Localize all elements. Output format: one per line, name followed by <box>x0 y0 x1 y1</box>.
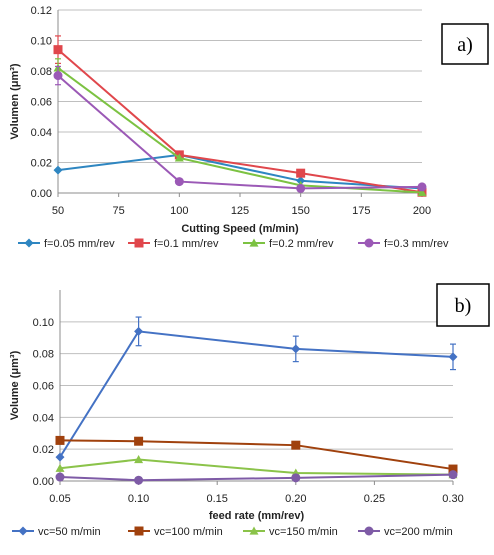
series-4 <box>55 470 458 485</box>
legend-entry: f=0.3 mm/rev <box>384 238 449 250</box>
data-point <box>55 452 65 462</box>
y-tick-label: 0.00 <box>31 188 52 200</box>
series-line <box>59 439 454 471</box>
data-point <box>448 470 458 480</box>
series-4 <box>53 65 427 193</box>
data-point <box>53 165 63 175</box>
y-tick-label: 0.00 <box>33 476 54 488</box>
y-tick-label: 0.08 <box>31 66 52 78</box>
series-3 <box>55 455 458 479</box>
data-point <box>291 440 301 450</box>
series-line <box>57 48 423 194</box>
y-tick-label: 0.12 <box>31 5 52 17</box>
data-point <box>174 153 184 162</box>
y-tick-label: 0.06 <box>33 381 54 393</box>
series-line <box>57 74 423 190</box>
legend-marker <box>134 238 144 248</box>
x-tick-label: 150 <box>291 205 309 217</box>
panel-label-box <box>441 23 489 65</box>
data-point <box>296 168 306 178</box>
legend-entry: f=0.2 mm/rev <box>269 238 334 250</box>
data-point <box>134 455 144 464</box>
x-tick-label: 0.30 <box>442 493 463 505</box>
legend-entry: vc=150 m/min <box>269 526 338 538</box>
series-line <box>59 473 454 482</box>
series-line <box>59 458 454 476</box>
legend-entry: f=0.1 mm/rev <box>154 238 219 250</box>
y-tick-label: 0.10 <box>33 317 54 329</box>
y-tick-label: 0.02 <box>31 158 52 170</box>
x-tick-label: 175 <box>352 205 370 217</box>
x-tick-label: 100 <box>170 205 188 217</box>
legend-entry: vc=50 m/min <box>38 526 101 538</box>
data-point <box>55 463 65 472</box>
chart-panel-b: 0.00 0.02 0.04 0.06 0.08 0.10 0.05 0.10 0.15 0.20… <box>9 283 490 538</box>
data-point <box>174 177 184 187</box>
data-point <box>134 326 144 336</box>
data-point <box>448 464 458 474</box>
x-tick-label: 0.20 <box>285 493 306 505</box>
legend-marker <box>18 526 28 536</box>
x-tick-label: 0.25 <box>364 493 385 505</box>
legend-marker <box>249 238 259 247</box>
series-line <box>59 330 454 458</box>
data-point <box>417 182 427 192</box>
data-point <box>134 475 144 485</box>
legend-entry: vc=200 m/min <box>384 526 453 538</box>
data-point <box>53 71 63 81</box>
data-point <box>291 344 301 354</box>
legend-entry: f=0.05 mm/rev <box>44 238 115 250</box>
x-axis-title: feed rate (mm/rev) <box>209 510 305 522</box>
data-point <box>53 45 63 55</box>
y-axis-title: Volume (μm³) <box>9 350 21 420</box>
panel-label: a) <box>457 34 473 56</box>
y-axis-title: Volumen (μm³) <box>9 63 21 140</box>
x-tick-label: 200 <box>413 205 431 217</box>
data-point <box>134 436 144 446</box>
data-point <box>55 435 65 445</box>
series-2 <box>55 435 458 474</box>
data-point <box>417 188 427 197</box>
x-axis-title: Cutting Speed (m/min) <box>181 223 299 235</box>
legend-marker <box>249 526 259 535</box>
y-tick-label: 0.06 <box>31 97 52 109</box>
x-tick-label: 125 <box>231 205 249 217</box>
legend: vc=50 m/min vc=100 m/min vc=150 m/min vc=20… <box>12 526 453 538</box>
y-tick-label: 0.02 <box>33 444 54 456</box>
legend-marker <box>364 526 374 536</box>
x-tick-label: 0.05 <box>49 493 70 505</box>
series-line <box>57 153 423 190</box>
data-point <box>296 183 306 193</box>
legend: f=0.05 mm/rev f=0.1 mm/rev f=0.2 mm/rev f=0… <box>18 238 449 250</box>
series-1 <box>55 316 458 462</box>
data-point <box>296 176 306 186</box>
y-tick-label: 0.04 <box>33 412 54 424</box>
data-point <box>55 472 65 482</box>
legend-marker <box>364 238 374 248</box>
panel-label: b) <box>455 295 472 317</box>
data-point <box>448 352 458 362</box>
data-point <box>291 473 301 483</box>
series-3 <box>53 58 427 197</box>
x-tick-label: 0.15 <box>206 493 227 505</box>
y-tick-label: 0.08 <box>33 349 54 361</box>
panel-label-box <box>436 283 490 327</box>
series-line <box>57 67 423 194</box>
legend-entry: vc=100 m/min <box>154 526 223 538</box>
legend-marker <box>134 526 144 536</box>
chart-panel-a: 0.00 0.02 0.04 0.06 0.08 0.10 0.12 50 75 100 125 15… <box>9 5 489 250</box>
y-tick-label: 0.10 <box>31 36 52 48</box>
y-tick-label: 0.04 <box>31 127 52 139</box>
x-tick-label: 75 <box>113 205 125 217</box>
x-tick-label: 0.10 <box>128 493 149 505</box>
legend-marker <box>24 238 34 248</box>
x-tick-label: 50 <box>52 205 64 217</box>
